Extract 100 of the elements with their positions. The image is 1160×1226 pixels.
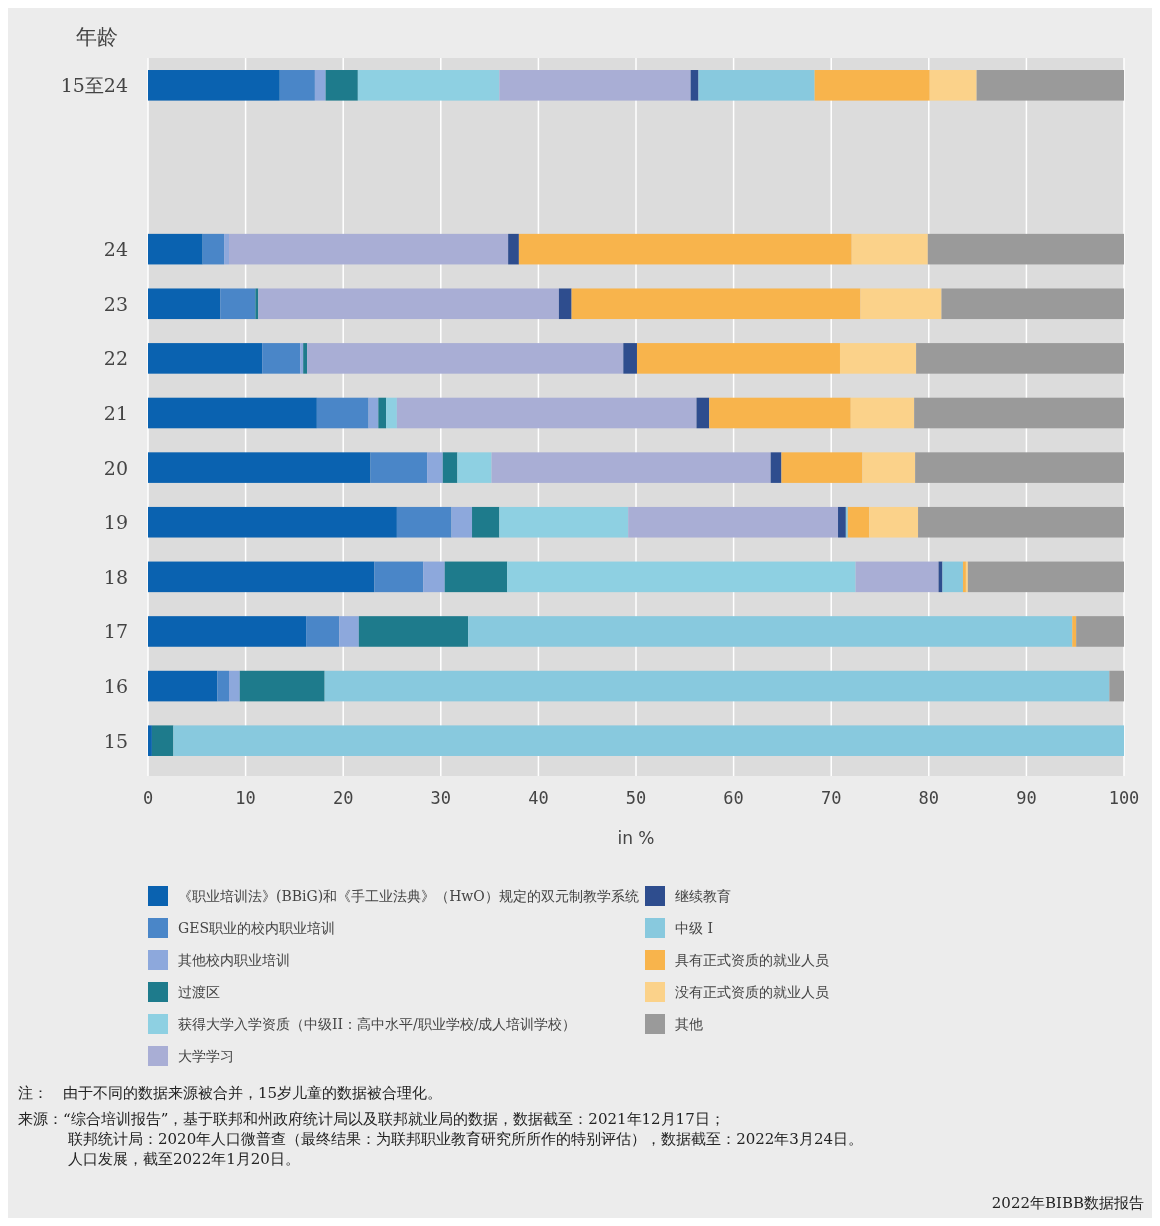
bar (148, 288, 221, 320)
bar (623, 343, 637, 374)
bar (839, 343, 917, 374)
bar (916, 343, 1124, 374)
bar (636, 343, 840, 374)
bar (148, 233, 203, 265)
bar (224, 233, 230, 265)
bar (442, 452, 458, 483)
legend-label: 中级 I (675, 920, 713, 936)
bar (358, 616, 469, 647)
bar (472, 506, 500, 538)
y-tick-label: 23 (103, 292, 128, 315)
legend-label: 过渡区 (178, 984, 220, 1000)
bar (303, 343, 308, 374)
legend-label: 《职业培训法》(BBiG)和《手工业法典》（HwO）规定的双元制教学系统 (178, 888, 639, 904)
bar (814, 70, 930, 101)
bar (1076, 616, 1124, 647)
bar (386, 397, 397, 429)
bar (915, 452, 1124, 483)
bar (847, 506, 870, 538)
bar (850, 397, 915, 429)
bar (151, 725, 174, 756)
bar (229, 233, 509, 265)
bar (148, 616, 307, 647)
source-note: 来源：“综合培训报告”，基于联邦和州政府统计局以及联邦就业局的数据，数据截至：2021年12月17日；联邦统计局：2020年人口微普查（最终结果：为联邦职业教育研究所所作的特别评估），数据截至：2022年3月24日。人口发展，截至2022年1月20日。 (18, 1110, 863, 1168)
legend-label: GES职业的校内职业培训 (178, 920, 335, 936)
bar (324, 670, 1110, 702)
legend-label: 其他 (675, 1016, 703, 1032)
bar (148, 725, 152, 756)
legend-label: 继续教育 (675, 888, 731, 904)
x-tick-label: 70 (820, 788, 842, 808)
y-tick-label: 20 (103, 456, 128, 479)
bar (918, 506, 1124, 538)
bar (571, 288, 861, 320)
bar (148, 561, 375, 593)
bar (396, 506, 452, 538)
x-axis-title: in % (617, 828, 655, 848)
y-tick-label: 15 (103, 729, 128, 752)
bar (927, 233, 1124, 265)
bar (396, 397, 697, 429)
bar (316, 397, 369, 429)
bar (255, 288, 259, 320)
bar (423, 561, 445, 593)
bar (258, 288, 559, 320)
x-tick-label: 10 (235, 788, 256, 808)
bar (781, 452, 863, 483)
bar (444, 561, 508, 593)
x-tick-label: 80 (918, 788, 940, 808)
bar (929, 70, 977, 101)
bar (862, 452, 916, 483)
x-tick-label: 100 (1108, 788, 1140, 808)
bar (370, 452, 428, 483)
bar (173, 725, 1124, 756)
bar (239, 670, 325, 702)
y-tick-label: 21 (103, 402, 128, 424)
bar (507, 561, 856, 593)
legend-label: 具有正式资质的就业人员 (675, 952, 829, 968)
bar (491, 452, 771, 483)
x-tick-label: 60 (723, 788, 744, 808)
bar (451, 506, 473, 538)
bar (300, 343, 304, 374)
bar (148, 670, 218, 702)
bar (770, 452, 782, 483)
bar (869, 506, 919, 538)
bar (378, 397, 387, 429)
bar (976, 70, 1124, 101)
y-tick-label: 24 (103, 238, 128, 261)
bar (148, 506, 397, 538)
bar (690, 70, 699, 101)
bar (558, 288, 572, 320)
bar (508, 233, 519, 265)
legend-label: 获得大学入学资质（中级II：高中水平/职业学校/成人培训学校） (178, 1016, 577, 1032)
x-tick-label: 20 (332, 788, 354, 808)
bar (148, 452, 371, 483)
bar (148, 343, 263, 374)
legend-label: 大学学习 (178, 1048, 234, 1064)
bar (357, 70, 500, 101)
y-tick-label: 16 (103, 675, 128, 698)
bar (325, 70, 358, 101)
bar (1072, 616, 1077, 647)
y-tick-label: 17 (103, 620, 128, 643)
bar (374, 561, 424, 593)
bar (427, 452, 443, 483)
y-tick-label: 15至24 (60, 74, 128, 97)
bar (262, 343, 301, 374)
x-tick-label: 40 (528, 788, 549, 808)
text: 注： 由于不同的数据来源被合并，15岁儿童的数据被合理化。 (18, 1084, 443, 1102)
bar (855, 561, 939, 593)
bar (468, 616, 1073, 647)
bar (148, 397, 317, 429)
bar (967, 561, 1124, 593)
bar (914, 397, 1124, 429)
bar (457, 452, 492, 483)
x-tick-label: 50 (625, 788, 647, 808)
x-tick-label: 90 (1016, 788, 1037, 808)
x-tick-label: 0 (142, 788, 154, 808)
bar (628, 506, 839, 538)
y-tick-label: 19 (103, 511, 128, 534)
bar (941, 288, 1124, 320)
bar (307, 343, 624, 374)
